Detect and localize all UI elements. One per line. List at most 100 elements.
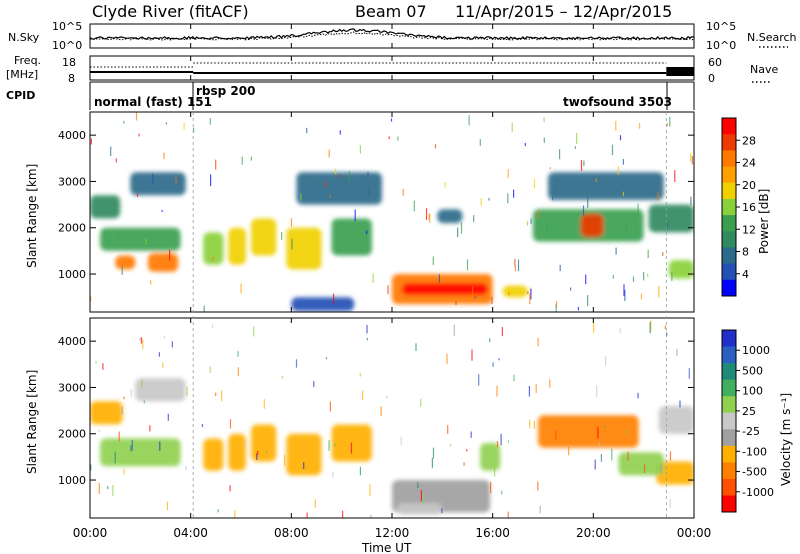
speckle-26 (186, 386, 188, 396)
speckle-133 (457, 227, 459, 238)
speckle-74 (386, 395, 388, 399)
xtick-label-4: 16:00 (475, 526, 510, 540)
velocity-cell-6 (286, 433, 322, 476)
freq-unit: [MHz] (6, 68, 38, 81)
speckle-67 (656, 456, 658, 460)
speckle-96 (619, 328, 621, 333)
speckle-12 (350, 442, 353, 454)
speckle-18 (657, 191, 659, 201)
speckle-109 (529, 419, 531, 429)
speckle-76 (555, 430, 557, 441)
nsearch-label: N.Search (747, 31, 797, 44)
speckle-10 (281, 376, 283, 379)
speckle-58 (513, 374, 515, 382)
speckle-114 (585, 274, 587, 285)
speckle-113 (615, 247, 617, 255)
speckle-103 (664, 325, 666, 329)
speckle-52 (527, 291, 529, 294)
speckle-2 (501, 327, 503, 337)
speckle-61 (142, 339, 144, 349)
power-cbar-swatch-0 (722, 118, 736, 135)
velocity-cell-2 (135, 378, 186, 402)
speckle-22 (691, 156, 693, 165)
speckle-84 (666, 221, 669, 230)
power-colorbar: 28 24 20 16 12 8 4 (721, 117, 756, 297)
speckle-50 (587, 295, 589, 307)
speckle-40 (533, 179, 536, 189)
speckle-113 (537, 337, 539, 347)
speckle-89 (507, 193, 509, 204)
speckle-59 (325, 357, 327, 360)
speckle-132 (366, 338, 368, 341)
speckle-90 (576, 132, 578, 145)
freq-tick-low: 8 (68, 72, 75, 85)
speckle-86 (117, 234, 119, 239)
power-cell-16 (580, 213, 604, 237)
speckle-119 (229, 485, 231, 492)
speckle-62 (500, 433, 502, 446)
speckle-100 (513, 189, 515, 198)
speckle-36 (163, 335, 165, 339)
speckle-14 (334, 443, 336, 447)
speckle-80 (498, 358, 500, 361)
power-colorbar-label: Power [dB] (757, 189, 771, 254)
speckle-132 (163, 152, 165, 159)
xtick-label-5: 20:00 (576, 526, 611, 540)
velocity-cbar-tick-label-4: -25 (742, 425, 760, 438)
speckle-128 (537, 481, 539, 491)
speckle-63 (339, 130, 341, 135)
nave-label: Nave (750, 63, 778, 76)
nsearch-tick-low: 10^0 (706, 39, 736, 52)
speckle-137 (152, 173, 154, 185)
velocity-data (90, 378, 694, 515)
speckle-54 (121, 406, 123, 415)
speckle-128 (325, 181, 327, 188)
speckle-38 (622, 191, 625, 196)
speckle-15 (107, 486, 109, 490)
speckle-129 (149, 425, 151, 432)
speckle-15 (290, 218, 293, 227)
velocity-yticks: 1000 2000 3000 4000 (58, 335, 694, 487)
power-cbar-tick-label-4: 12 (742, 223, 756, 236)
velocity-cbar-tick-label-2: 100 (742, 385, 763, 398)
speckle-131 (150, 280, 152, 285)
speckle-23 (263, 399, 265, 409)
power-cbar-swatch-3 (722, 166, 736, 184)
speckle-24 (624, 290, 626, 301)
power-cbar-swatch-6 (722, 215, 736, 232)
speckle-47 (543, 117, 545, 123)
speckle-91 (265, 450, 267, 454)
speckle-20 (683, 413, 685, 419)
speckle-23 (366, 230, 368, 234)
speckle-71 (669, 451, 672, 461)
power-cell-20 (291, 297, 355, 312)
power-cbar-tick-label-3: 16 (742, 201, 756, 214)
velocity-cbar-tick-label-7: -1000 (742, 486, 774, 499)
speckle-63 (237, 351, 239, 357)
speckle-97 (175, 176, 177, 184)
ytick-label-2: 3000 (58, 175, 86, 188)
speckle-16 (637, 203, 639, 215)
speckle-17 (549, 379, 551, 388)
velocity-cbar-swatch-5 (722, 412, 736, 430)
speckle-104 (388, 136, 390, 140)
speckle-57 (329, 195, 331, 198)
speckle-112 (367, 171, 369, 177)
speckle-111 (240, 283, 242, 294)
speckle-68 (530, 288, 532, 300)
power-cbar-tick-label-5: 8 (742, 246, 749, 259)
speckle-117 (217, 509, 219, 513)
speckle-135 (466, 259, 469, 271)
speckle-78 (619, 135, 622, 141)
velocity-cell-3 (203, 438, 224, 471)
speckle-92 (649, 322, 651, 334)
speckle-95 (342, 510, 344, 518)
speckle-56 (257, 450, 259, 455)
speckle-135 (597, 426, 599, 439)
nsky-tick-low: 10^0 (52, 39, 82, 52)
speckle-85 (528, 386, 530, 397)
speckle-102 (574, 146, 576, 149)
speckle-106 (165, 122, 167, 125)
speckle-7 (209, 366, 211, 373)
speckle-56 (690, 196, 692, 206)
